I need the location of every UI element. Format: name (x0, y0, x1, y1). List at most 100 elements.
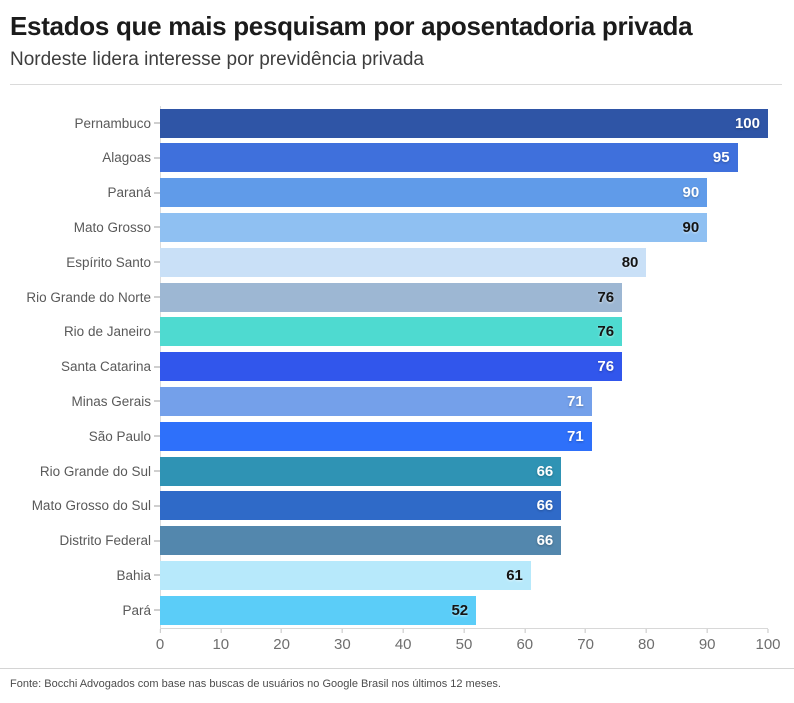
bar-track: 90 (160, 178, 768, 208)
bar[interactable]: 90 (160, 212, 708, 242)
bar-row: Mato Grosso 90 (0, 210, 794, 245)
category-label-cell: Santa Catarina (0, 359, 160, 374)
category-label-cell: Espírito Santo (0, 255, 160, 270)
category-label-cell: Bahia (0, 568, 160, 583)
bar-row: Minas Gerais 71 (0, 384, 794, 419)
category-tick-mark (154, 261, 160, 264)
category-tick-mark (154, 470, 160, 473)
x-axis-tick: 20 (273, 628, 290, 653)
bar-track: 76 (160, 282, 768, 312)
category-label-cell: Pernambuco (0, 116, 160, 131)
x-axis-tick: 0 (155, 628, 165, 653)
category-label: Minas Gerais (71, 393, 151, 409)
bar[interactable]: 71 (160, 386, 592, 416)
bar[interactable]: 61 (160, 560, 531, 590)
bar-row: Espírito Santo 80 (0, 245, 794, 280)
bar[interactable]: 76 (160, 317, 623, 347)
tick-label: 20 (273, 635, 290, 653)
category-tick-mark (154, 226, 160, 229)
bar[interactable]: 66 (160, 526, 562, 556)
bar-value-label: 90 (682, 218, 700, 236)
bar-value-label: 80 (621, 253, 639, 271)
bar-track: 76 (160, 317, 768, 347)
bar-value-label: 100 (734, 114, 760, 132)
bar-value-label: 71 (566, 427, 584, 445)
bar-row: Pará 52 (0, 593, 794, 628)
tick-mark (585, 628, 587, 633)
category-tick-mark (154, 365, 160, 368)
x-axis: 0 10 20 30 40 50 60 70 80 90 100 (156, 627, 781, 662)
category-label-cell: Minas Gerais (0, 394, 160, 409)
bar-value-label: 66 (536, 497, 554, 515)
category-label: Pernambuco (74, 115, 151, 131)
category-label: Rio Grande do Sul (39, 463, 151, 479)
bar[interactable]: 90 (160, 178, 708, 208)
bar-row: Alagoas 95 (0, 140, 794, 175)
category-label-cell: Pará (0, 603, 160, 618)
bar-value-label: 95 (712, 149, 730, 167)
bar-row: Santa Catarina 76 (0, 349, 794, 384)
category-label-cell: Paraná (0, 185, 160, 200)
bar-row: Mato Grosso do Sul 66 (0, 488, 794, 523)
bar[interactable]: 66 (160, 456, 562, 486)
tick-mark (402, 628, 404, 633)
x-axis-tick: 40 (394, 628, 412, 653)
category-label: Rio Grande do Norte (26, 289, 151, 305)
x-axis-tick: 80 (638, 628, 655, 653)
x-axis-tick: 60 (516, 628, 533, 653)
category-label: Espírito Santo (66, 254, 151, 270)
tick-mark (524, 628, 526, 633)
bar[interactable]: 95 (160, 143, 738, 173)
footer-divider (0, 667, 794, 669)
category-tick-mark (154, 330, 160, 333)
category-label-cell: São Paulo (0, 429, 160, 444)
category-label: Bahia (116, 567, 151, 583)
bar-row: Pernambuco 100 (0, 106, 794, 141)
category-label-cell: Rio Grande do Sul (0, 464, 160, 479)
tick-label: 50 (455, 635, 473, 653)
category-label: Mato Grosso (73, 219, 151, 235)
category-tick-mark (154, 574, 160, 577)
chart-title: Estados que mais pesquisam por aposentad… (10, 11, 693, 41)
tick-mark (281, 628, 283, 633)
tick-label: 90 (698, 635, 716, 653)
bar[interactable]: 71 (160, 421, 592, 451)
bar-track: 71 (160, 386, 768, 416)
x-axis-tick: 30 (334, 628, 351, 653)
tick-label: 10 (212, 635, 230, 653)
bar-row: Bahia 61 (0, 558, 794, 593)
bar-track: 66 (160, 526, 768, 556)
bar[interactable]: 80 (160, 247, 647, 277)
x-axis-tick: 90 (698, 628, 716, 653)
bar-value-label: 90 (682, 184, 700, 202)
source-note: Fonte: Bocchi Advogados com base nas bus… (10, 677, 501, 690)
bar[interactable]: 66 (160, 491, 562, 521)
category-label-cell: Mato Grosso (0, 220, 160, 235)
x-axis-tick: 50 (455, 628, 473, 653)
category-tick-mark (154, 609, 160, 612)
bar[interactable]: 100 (160, 108, 768, 138)
category-tick-mark (154, 539, 160, 542)
x-axis-tick: 70 (577, 628, 594, 653)
bar-value-label: 76 (597, 288, 615, 306)
bar[interactable]: 52 (160, 595, 477, 625)
category-label-cell: Rio de Janeiro (0, 324, 160, 339)
bar-value-label: 76 (597, 323, 615, 341)
category-label: São Paulo (88, 428, 151, 444)
category-label: Mato Grosso do Sul (31, 498, 151, 514)
tick-mark (645, 628, 647, 633)
bar[interactable]: 76 (160, 282, 623, 312)
tick-mark (767, 628, 769, 633)
tick-mark (341, 628, 343, 633)
tick-label: 0 (155, 635, 165, 653)
tick-label: 70 (577, 635, 594, 653)
bar-rows: Pernambuco 100 Alagoas 95 Paraná 90 (0, 106, 794, 628)
category-label: Alagoas (102, 150, 151, 166)
bar-track: 100 (160, 108, 768, 138)
chart-header: Estados que mais pesquisam por aposentad… (0, 0, 794, 85)
bar-row: Rio Grande do Norte 76 (0, 280, 794, 315)
bar[interactable]: 76 (160, 352, 623, 382)
bar-row: São Paulo 71 (0, 419, 794, 454)
tick-label: 40 (394, 635, 412, 653)
category-label: Santa Catarina (60, 359, 151, 375)
